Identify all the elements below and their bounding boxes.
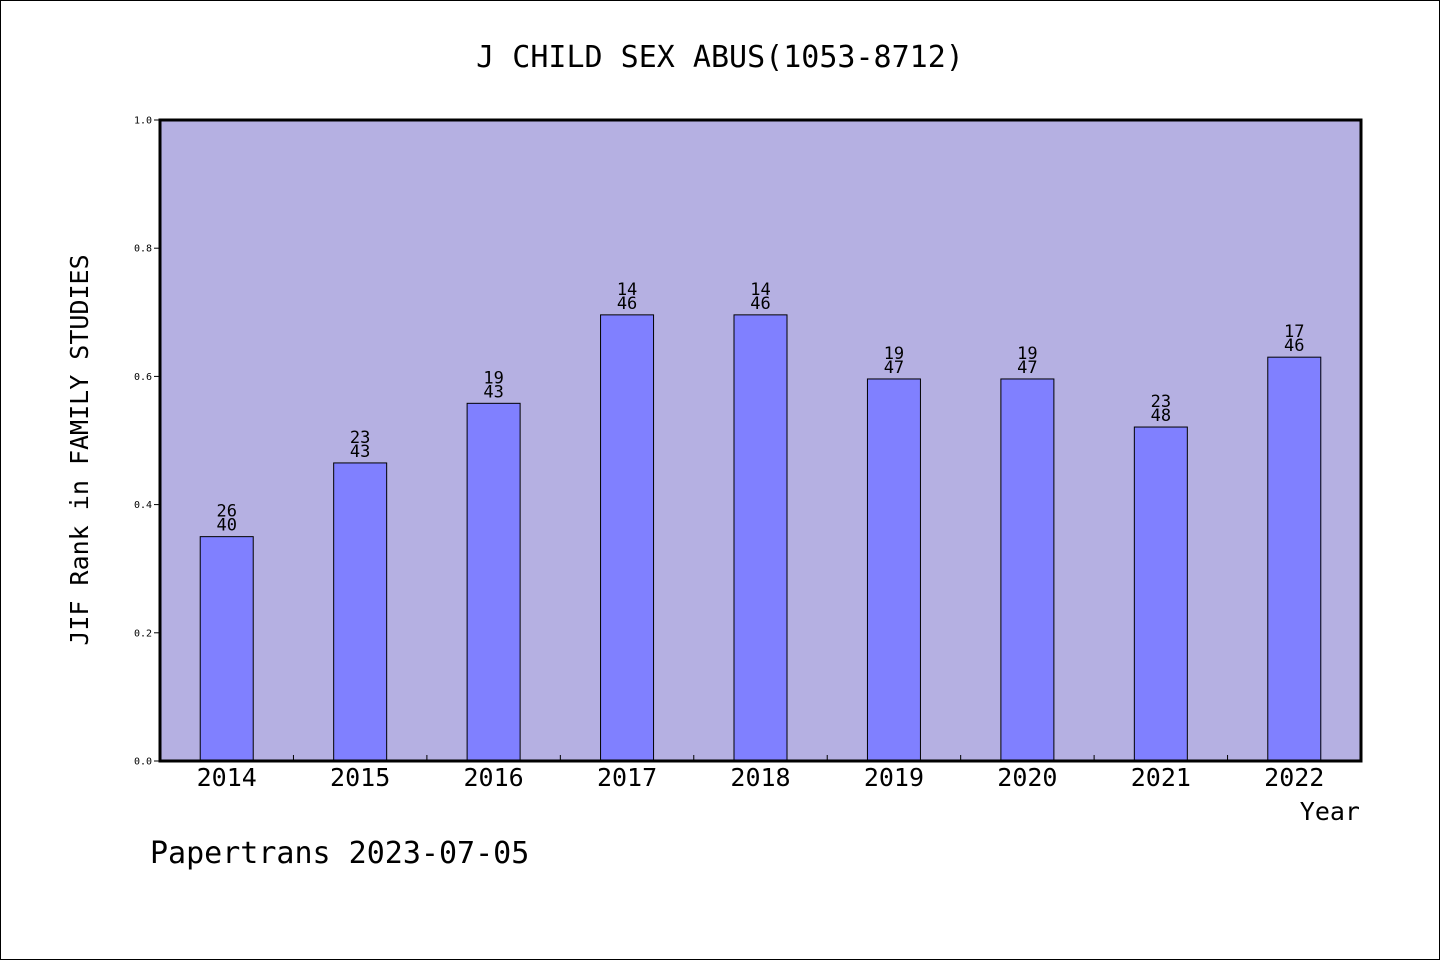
bar-total-label: 46 — [750, 294, 770, 314]
plot-border — [158, 118, 1363, 763]
bar-2014 — [199, 536, 254, 762]
bar-total-label: 46 — [617, 294, 637, 314]
bar-total-label: 47 — [1017, 358, 1037, 378]
x-tick-label: 2018 — [730, 763, 790, 792]
y-tick-label: 0.8 — [134, 244, 152, 255]
bar-total-label: 43 — [483, 382, 503, 402]
y-tick-label: 0.0 — [134, 757, 152, 768]
bar-total-label: 47 — [884, 358, 904, 378]
x-axis-label: Year — [1300, 797, 1360, 826]
bar-2015 — [333, 462, 388, 762]
bar-rank-label: 19 — [1017, 344, 1037, 364]
bar-rank-label: 19 — [884, 344, 904, 364]
bar-rank-label: 23 — [1151, 392, 1171, 412]
bar-2018 — [733, 314, 788, 762]
y-tick-label: 0.2 — [134, 628, 152, 639]
y-tick-label: 0.6 — [134, 372, 152, 383]
bar-rank-label: 26 — [216, 502, 236, 522]
x-tick-label: 2021 — [1131, 763, 1191, 792]
bar-rank-label: 23 — [350, 428, 370, 448]
x-tick-label: 2022 — [1264, 763, 1324, 792]
chart-title: J CHILD SEX ABUS(1053-8712) — [476, 40, 964, 75]
y-tick-label: 1.0 — [134, 116, 152, 127]
bar-rank-label: 19 — [483, 368, 503, 388]
x-tick-label: 2014 — [197, 763, 257, 792]
bar-2017 — [600, 314, 655, 762]
bar-rank-label: 14 — [750, 280, 770, 300]
bar-rank-label: 17 — [1284, 322, 1304, 342]
x-tick-label: 2015 — [330, 763, 390, 792]
bar-2019 — [866, 378, 921, 762]
bar-2020 — [1000, 378, 1055, 762]
y-axis-label: JIF Rank in FAMILY STUDIES — [65, 254, 94, 645]
bar-rank-label: 14 — [617, 280, 637, 300]
footer-credit: Papertrans 2023-07-05 — [150, 836, 529, 871]
bar-total-label: 46 — [1284, 336, 1304, 356]
bar-total-label: 48 — [1151, 406, 1171, 426]
bar-total-label: 40 — [216, 516, 236, 536]
bars-group — [199, 314, 1322, 762]
x-tick-label: 2020 — [997, 763, 1057, 792]
bar-2016 — [466, 402, 521, 762]
x-tick-labels: 2014 2015 2016 2017 2018 2019 2020 2021 2022 — [197, 763, 1325, 792]
x-tick-label: 2019 — [864, 763, 924, 792]
bar-2022 — [1267, 356, 1322, 762]
bar-total-label: 43 — [350, 442, 370, 462]
x-tick-label: 2017 — [597, 763, 657, 792]
x-tick-label: 2016 — [464, 763, 524, 792]
y-tick-label: 0.4 — [134, 500, 152, 511]
bar-2021 — [1133, 426, 1188, 762]
y-axis-ticks: 0.0 0.2 0.4 0.6 0.8 1.0 — [134, 116, 160, 768]
